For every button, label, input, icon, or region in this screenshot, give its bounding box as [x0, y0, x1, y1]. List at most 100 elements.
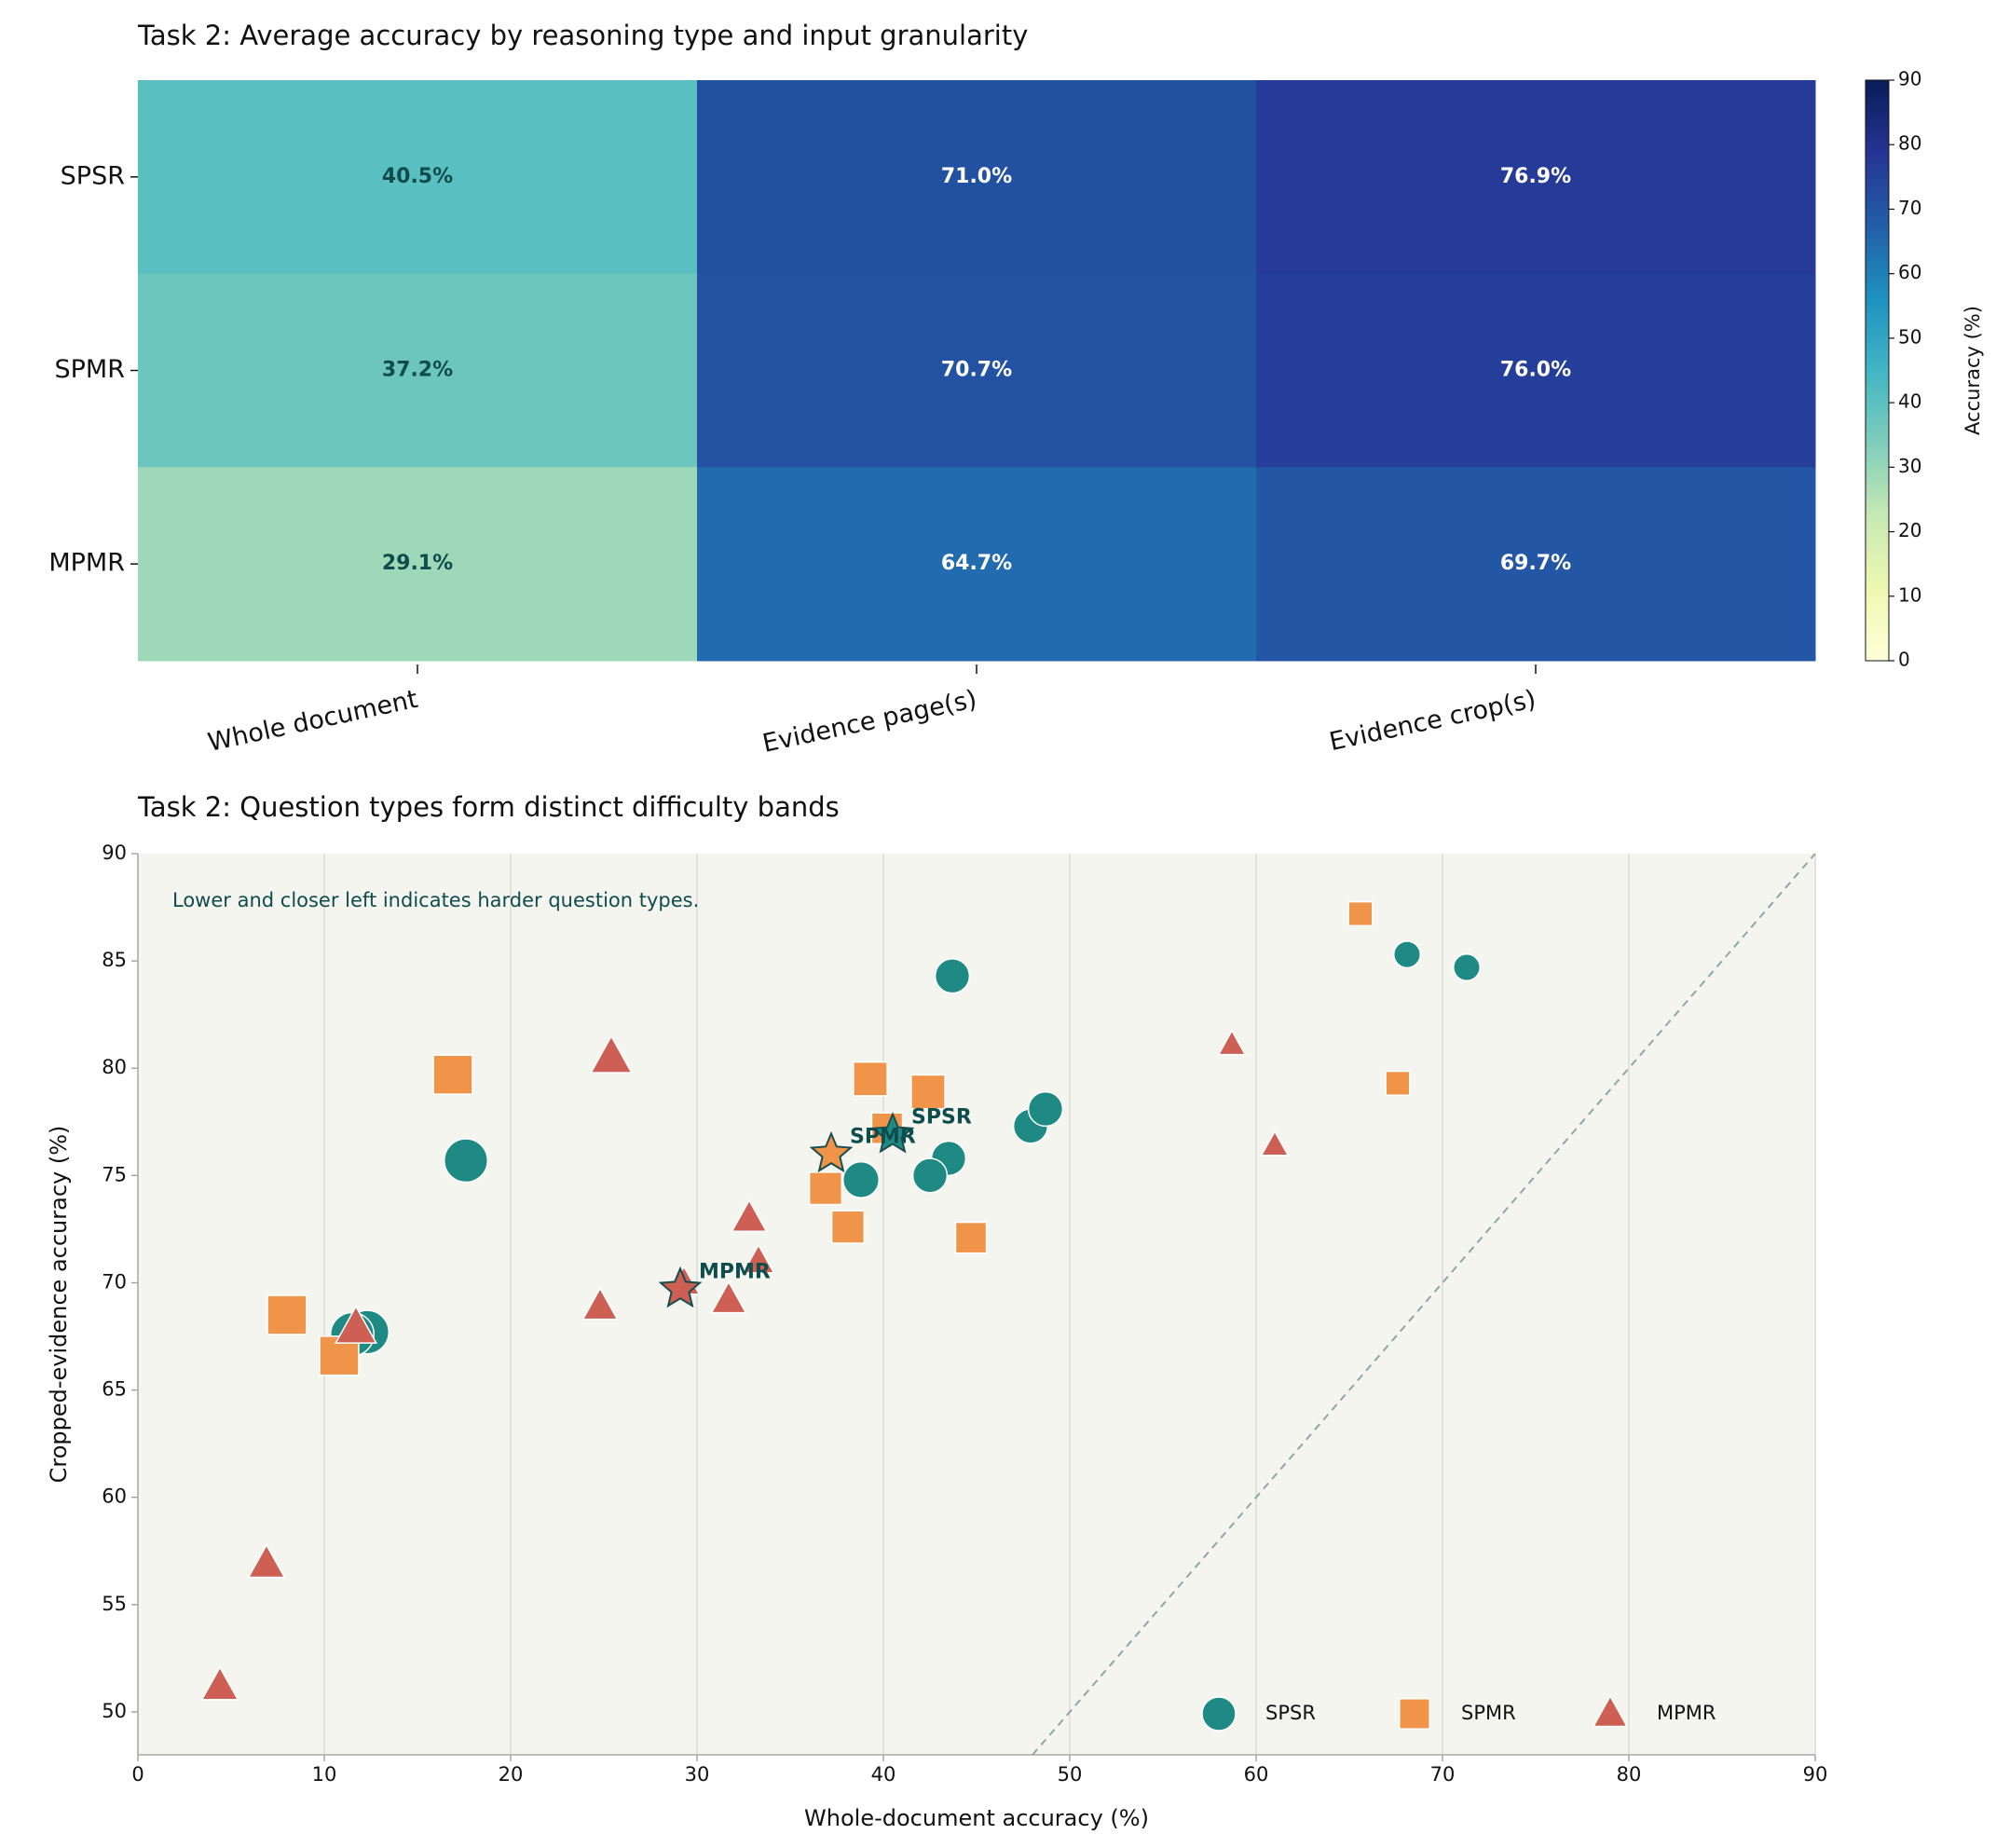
heatmap-cell [697, 273, 1257, 468]
circle-marker [443, 1138, 489, 1184]
circle-marker [1201, 1696, 1237, 1732]
cell-label: 69.7% [1500, 552, 1571, 575]
heatmap-cell [697, 80, 1257, 275]
colorbar-tick-label: 50 [1898, 325, 1921, 348]
circle-marker [911, 1157, 949, 1194]
x-tick-label: 80 [1617, 1763, 1642, 1786]
x-tick-label: Evidence crop(s) [1327, 685, 1538, 757]
colorbar-tick-label: 60 [1898, 261, 1921, 283]
colorbar-tick-label: 40 [1898, 390, 1921, 413]
x-tick-label: 20 [499, 1763, 524, 1786]
heatmap-cell [138, 467, 698, 662]
triangle-marker [710, 1280, 747, 1314]
x-axis-label: Whole-document accuracy (%) [804, 1805, 1149, 1831]
colorbar-tick-label: 90 [1898, 68, 1921, 90]
square-marker [954, 1221, 988, 1254]
colorbar-tick-label: 20 [1898, 519, 1921, 541]
x-tick-label: Evidence page(s) [760, 685, 979, 759]
colorbar-label: Accuracy (%) [1962, 306, 1984, 435]
mean-marker [658, 1266, 703, 1308]
cell-label: 70.7% [941, 359, 1012, 382]
mean-marker [870, 1112, 915, 1154]
scatter-title: Task 2: Question types form distinct dif… [137, 791, 840, 823]
y-tick-label: 50 [102, 1700, 127, 1722]
y-axis-label: Cropped-evidence accuracy (%) [46, 1126, 72, 1484]
y-tick-label: SPMR [55, 355, 125, 384]
square-marker [1385, 1070, 1411, 1096]
colorbar-tick-label: 10 [1898, 583, 1921, 606]
square-marker [808, 1171, 843, 1206]
heatmap-cell [697, 467, 1257, 662]
heatmap-cell [138, 273, 698, 468]
square-marker [1399, 1698, 1430, 1730]
x-tick-label: 50 [1058, 1763, 1083, 1786]
x-tick-label: 70 [1430, 1763, 1456, 1786]
y-tick-label: 90 [102, 842, 127, 864]
y-tick-label: 55 [102, 1593, 127, 1615]
legend-label: SPMR [1461, 1702, 1516, 1724]
heatmap-cell [1256, 467, 1816, 662]
y-tick-label: 60 [102, 1485, 127, 1508]
square-marker [1347, 900, 1374, 927]
heatmap-cell [1256, 80, 1816, 275]
triangle-marker [742, 1243, 775, 1274]
y-tick-label: 80 [102, 1056, 127, 1078]
x-tick-label: Whole document [205, 685, 420, 758]
x-tick-label: 90 [1803, 1763, 1828, 1786]
circle-marker [1453, 953, 1481, 982]
mean-label: SPMR [850, 1125, 916, 1148]
cell-label: 29.1% [382, 552, 453, 575]
y-tick-label: 65 [102, 1378, 127, 1401]
triangle-marker [731, 1198, 768, 1232]
y-tick-label: 75 [102, 1163, 127, 1185]
triangle-marker [334, 1305, 378, 1344]
cell-label: 64.7% [941, 552, 1012, 575]
cell-label: 40.5% [382, 165, 453, 188]
triangle-marker [1217, 1029, 1247, 1056]
cell-label: 71.0% [941, 165, 1012, 188]
colorbar-tick-label: 80 [1898, 132, 1921, 155]
triangle-marker [200, 1665, 239, 1701]
square-marker [910, 1074, 946, 1110]
y-tick-label: MPMR [48, 549, 125, 578]
heatmap-title: Task 2: Average accuracy by reasoning ty… [137, 20, 1028, 51]
x-tick-label: 10 [312, 1763, 337, 1786]
diagonal-reference [1032, 853, 1816, 1756]
y-tick-label: 85 [102, 949, 127, 971]
triangle-marker [1592, 1694, 1629, 1728]
plot-area [138, 854, 1815, 1755]
triangle-marker [581, 1286, 619, 1321]
triangle-marker [589, 1034, 634, 1074]
colorbar [1865, 79, 1890, 662]
circle-marker [1027, 1090, 1064, 1128]
colorbar-tick-label: 0 [1898, 649, 1910, 671]
x-tick-label: 60 [1244, 1763, 1269, 1786]
square-marker [830, 1210, 866, 1244]
square-marker [267, 1294, 308, 1335]
square-marker [432, 1054, 473, 1095]
circle-marker [934, 958, 971, 994]
heatmap-cell [1256, 273, 1816, 468]
mean-label: SPSR [911, 1106, 972, 1129]
colorbar-tick-label: 70 [1898, 197, 1921, 219]
legend-label: SPSR [1265, 1702, 1316, 1724]
x-tick-label: 0 [131, 1763, 144, 1786]
annotation: Lower and closer left indicates harder q… [172, 889, 699, 911]
y-tick-label: SPSR [61, 161, 125, 190]
x-tick-label: 30 [685, 1763, 710, 1786]
triangle-marker [247, 1543, 286, 1579]
colorbar-tick-label: 30 [1898, 455, 1921, 477]
heatmap-cell [138, 80, 698, 275]
y-tick-label: 70 [102, 1270, 127, 1293]
mean-label: MPMR [699, 1260, 771, 1283]
circle-marker [841, 1160, 881, 1198]
x-tick-label: 40 [871, 1763, 896, 1786]
circle-marker [1393, 940, 1421, 969]
cell-label: 37.2% [382, 359, 453, 382]
legend-label: MPMR [1657, 1702, 1716, 1724]
cell-label: 76.0% [1500, 359, 1571, 382]
mean-marker [809, 1130, 854, 1173]
square-marker [853, 1061, 888, 1097]
triangle-marker [1260, 1129, 1290, 1157]
